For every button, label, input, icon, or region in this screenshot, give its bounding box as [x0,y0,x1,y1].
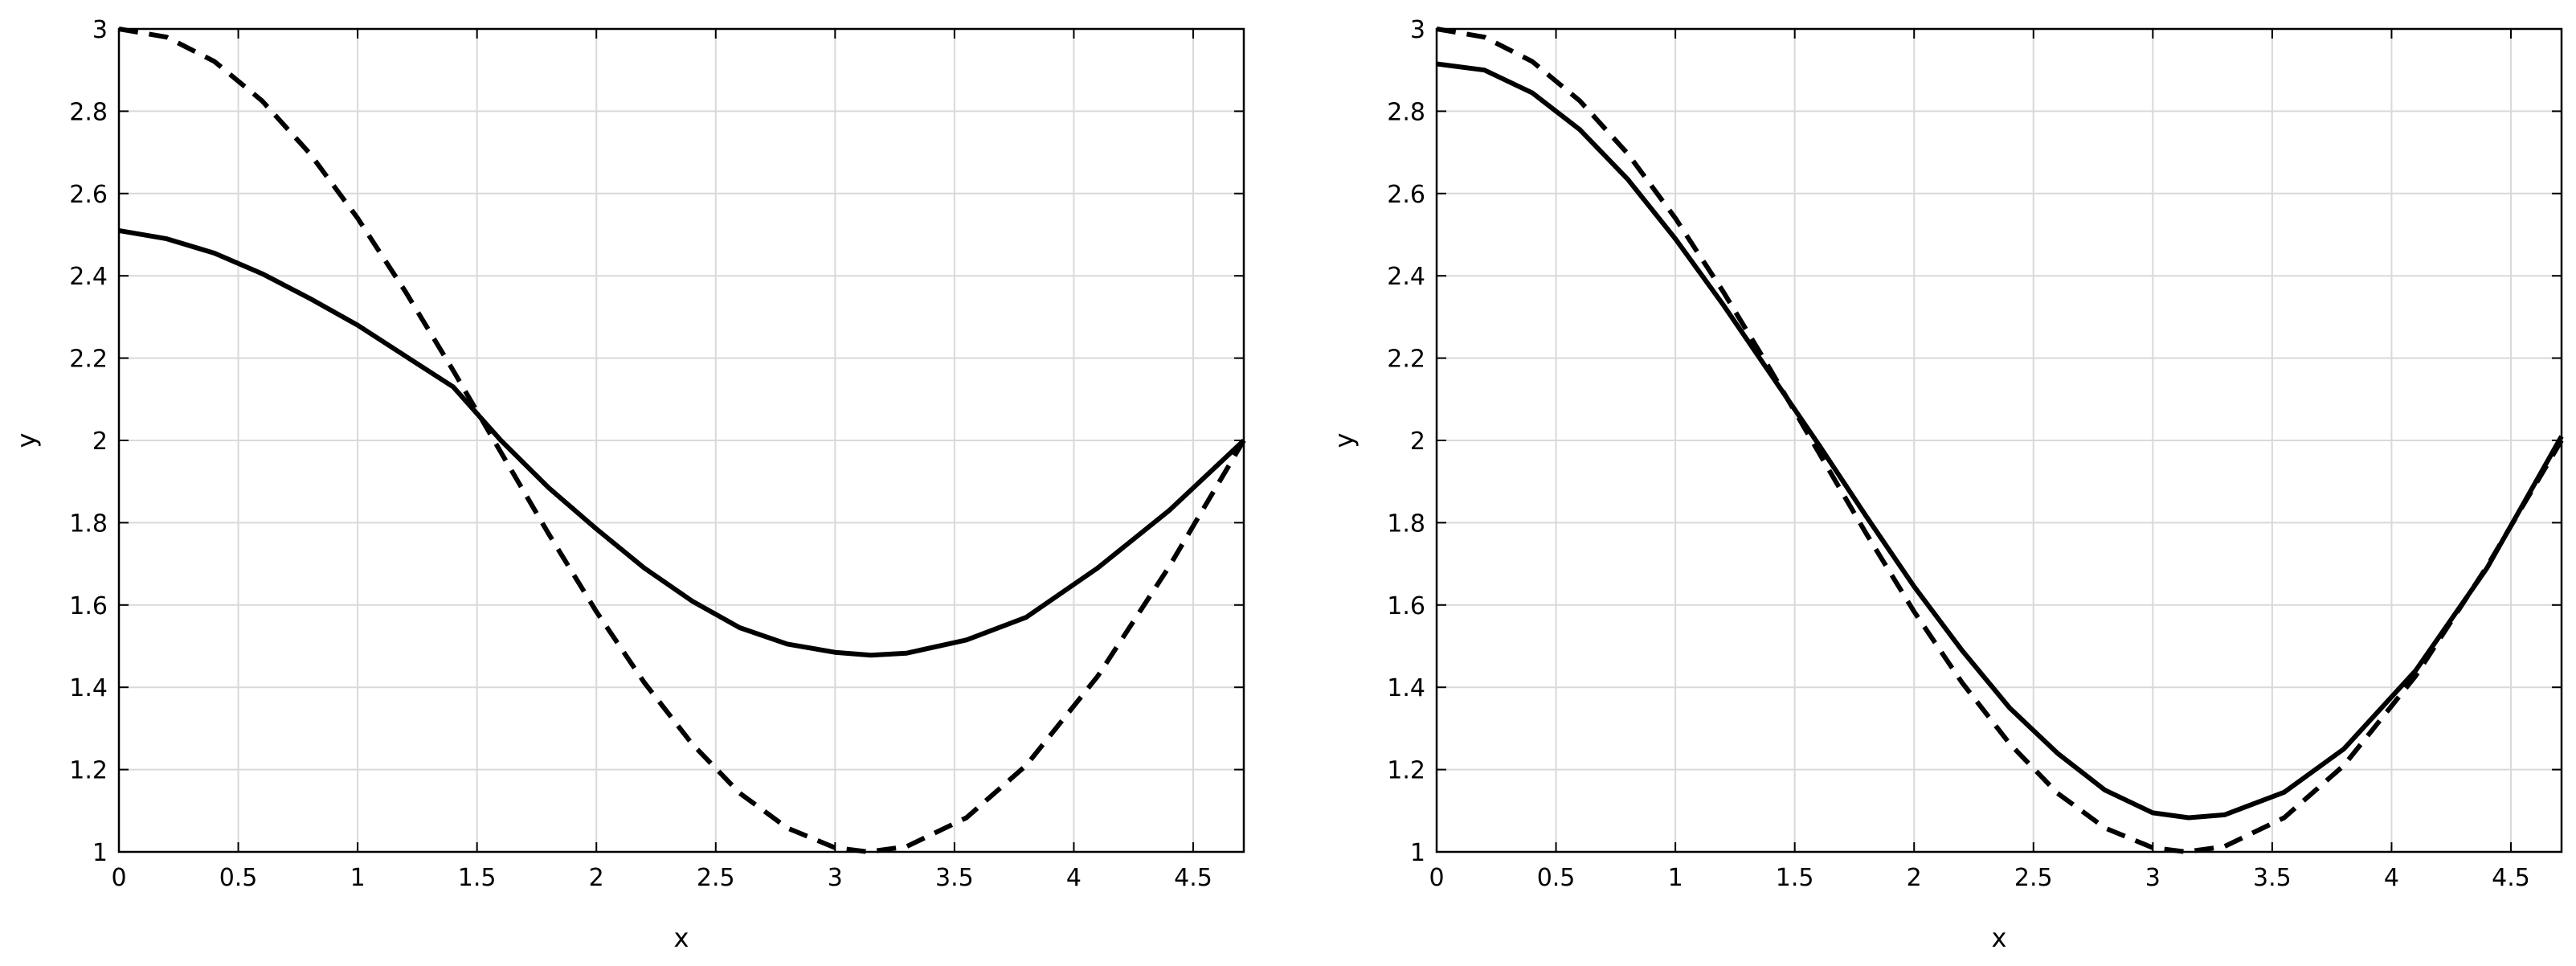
y-tick-label: 2.8 [1387,98,1425,126]
y-tick-label: 1.4 [1387,674,1425,702]
x-tick-label: 1 [350,864,366,892]
x-axis-label: x [674,923,689,953]
chart-panel-1: 0 0.5 1 1.5 2 2.5 3 3.5 4 4.5 1 1.2 1.4 1.6 1.8 2 2.2 2.4… [11,16,1246,953]
chart-panel-2: 0 0.5 1 1.5 2 2.5 3 3.5 4 4.5 1 1.2 1.4 1.6 1.8 2 2.2 2.4… [1329,16,2564,953]
y-tick-label: 1 [92,839,108,867]
y-tick-label: 2.4 [1387,263,1425,291]
x-tick-label: 2.5 [2014,864,2053,892]
y-tick-label: 1 [1410,839,1425,867]
y-tick-label: 2 [92,428,108,456]
y-axis-label: y [11,433,42,448]
y-tick-label: 3 [1410,16,1425,44]
y-tick-label: 2.8 [69,98,108,126]
series-solid-line [118,227,1246,658]
x-tick-label: 4.5 [1174,864,1212,892]
x-tick-label: 3 [828,864,843,892]
x-tick-label: 2 [1907,864,1922,892]
y-tick-label: 2.6 [1387,181,1425,209]
x-tick-label: 0 [1429,864,1444,892]
series-dashed-line [1436,27,2564,854]
y-tick-label: 1.2 [1387,757,1425,785]
y-tick-label: 1.2 [69,757,108,785]
x-tick-label: 1 [1668,864,1683,892]
y-tick-label: 1.4 [69,674,108,702]
y-tick-label: 2.2 [69,346,108,374]
y-tick-label: 3 [92,16,108,44]
y-axis-label: y [1329,433,1360,448]
x-tick-label: 3.5 [935,864,974,892]
y-tick-label: 1.8 [69,510,108,538]
x-tick-label: 4 [1066,864,1082,892]
x-tick-label: 1.5 [1776,864,1814,892]
x-tick-label: 0.5 [1537,864,1576,892]
x-tick-label: 3.5 [2253,864,2292,892]
series-solid-line [1436,61,2564,821]
x-tick-label: 0 [111,864,126,892]
x-tick-label: 0.5 [219,864,258,892]
x-tick-label: 4 [2384,864,2399,892]
y-tick-label: 2.2 [1387,346,1425,374]
y-tick-label: 1.8 [1387,510,1425,538]
y-tick-label: 2 [1410,428,1425,456]
y-tick-label: 2.6 [69,181,108,209]
x-tick-label: 2 [589,864,604,892]
y-tick-label: 1.6 [69,592,108,620]
x-axis-label: x [1992,923,2007,953]
x-tick-label: 1.5 [458,864,497,892]
x-tick-label: 4.5 [2492,864,2530,892]
y-tick-label: 2.4 [69,263,108,291]
x-tick-label: 3 [2145,864,2161,892]
x-tick-label: 2.5 [697,864,735,892]
series-dashed-line [118,27,1246,854]
y-tick-label: 1.6 [1387,592,1425,620]
